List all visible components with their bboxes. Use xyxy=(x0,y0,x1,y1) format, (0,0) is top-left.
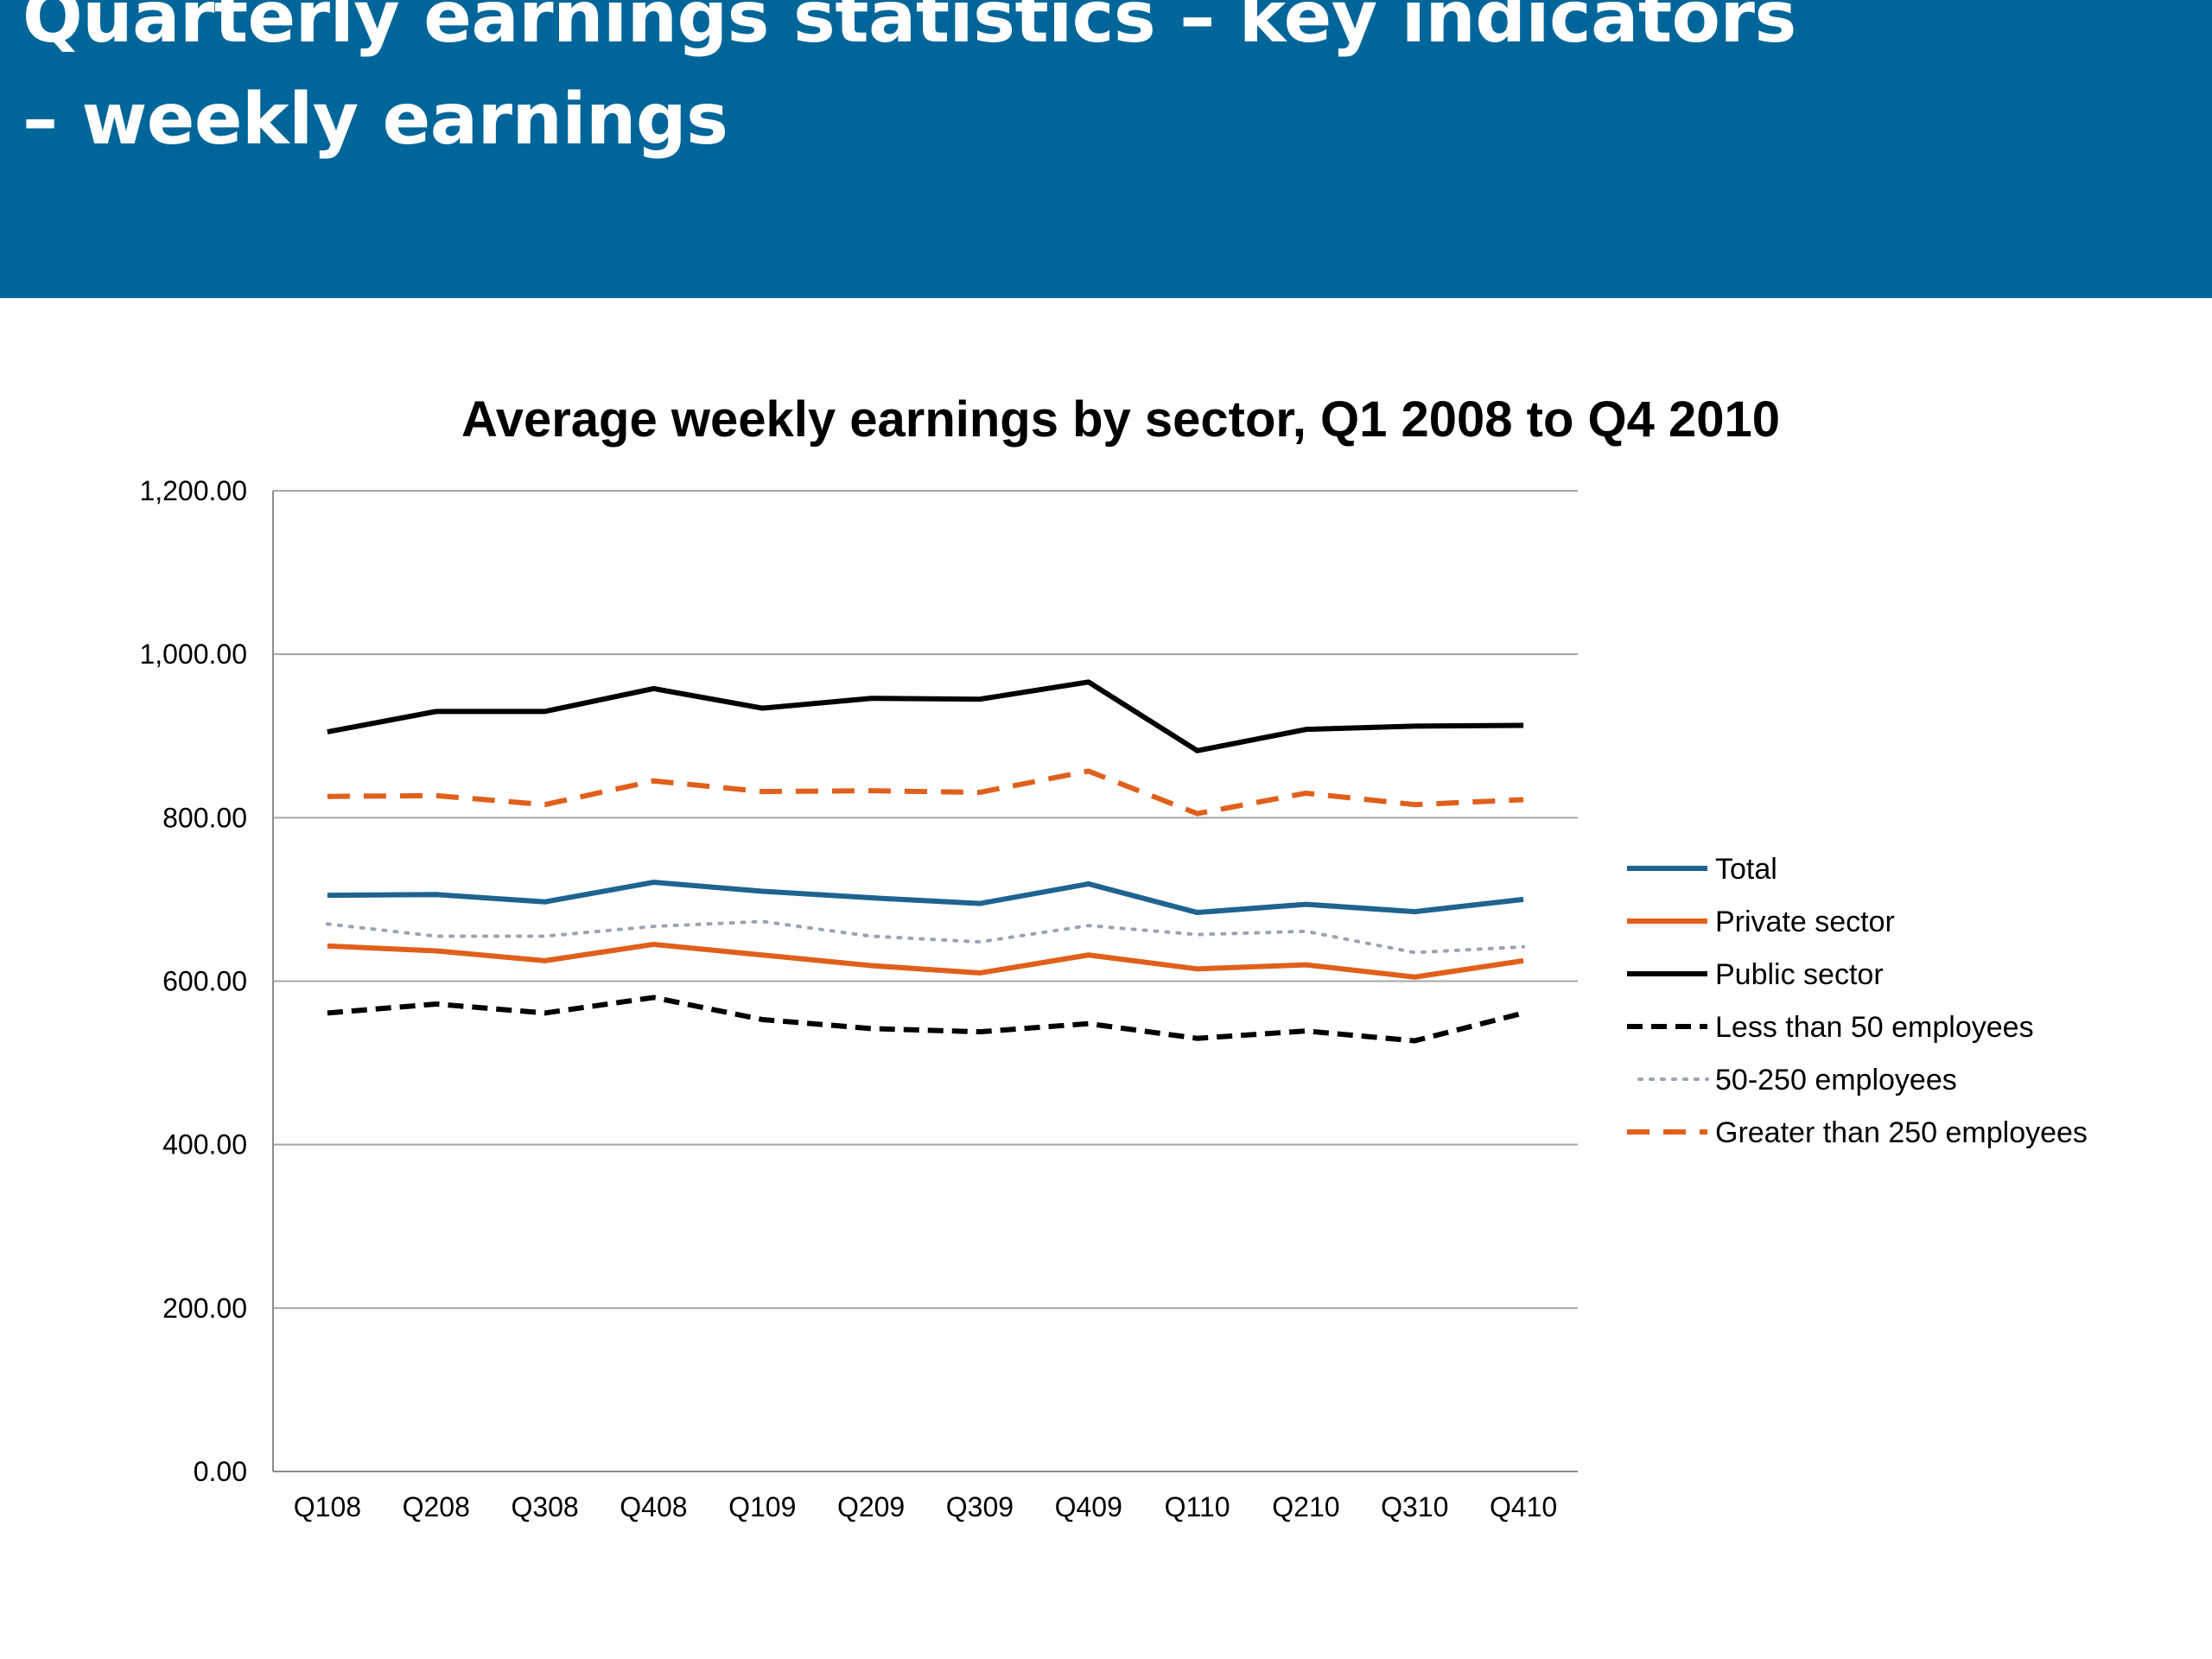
series-line: Public sector xyxy=(327,679,1524,753)
x-tick-label: Q310 xyxy=(1381,1491,1448,1522)
x-tick-label: Q210 xyxy=(1272,1491,1339,1522)
y-tick-label: 400.00 xyxy=(162,1129,247,1160)
legend-item: 50-250 employees xyxy=(1637,1064,1957,1096)
series-line: Less than 50 employees xyxy=(327,995,1524,1044)
slide-header: Quarterly earnings statistics – key indi… xyxy=(0,0,2212,298)
series-line: Total xyxy=(327,880,1524,916)
legend-item: Private sector xyxy=(1627,906,1895,938)
y-tick-label: 800.00 xyxy=(162,802,247,833)
series-line: Private sector xyxy=(327,941,1524,980)
gridlines xyxy=(273,490,1578,1472)
legend-label: Total xyxy=(1715,853,1777,886)
y-tick-label: 1,000.00 xyxy=(139,639,247,670)
chart-title: Average weekly earnings by sector, Q1 20… xyxy=(461,391,1780,448)
legend-item: Total xyxy=(1627,853,1777,886)
y-tick-label: 1,200.00 xyxy=(139,475,247,506)
legend-label: Less than 50 employees xyxy=(1715,1011,2034,1044)
line-chart: Average weekly earnings by sector, Q1 20… xyxy=(139,391,2088,1522)
x-tick-labels: Q108 Q208 Q308 Q408 Q109 Q209 Q309 Q409 Q110 Q210… xyxy=(294,1491,1557,1522)
legend-label: Greater than 250 employees xyxy=(1715,1116,2088,1149)
x-tick-label: Q208 xyxy=(403,1491,470,1522)
slide-title-line-1: Quarterly earnings statistics – key indi… xyxy=(22,0,1796,59)
x-tick-label: Q309 xyxy=(946,1491,1014,1522)
legend-item: Less than 50 employees xyxy=(1627,1011,2034,1044)
x-tick-label: Q409 xyxy=(1055,1491,1122,1522)
series-lines: Total Private sector Public sector Less tha… xyxy=(325,679,1526,1044)
x-tick-label: Q209 xyxy=(837,1491,905,1522)
x-tick-label: Q110 xyxy=(1165,1491,1230,1522)
y-tick-label: 0.00 xyxy=(194,1456,247,1487)
legend-label: Private sector xyxy=(1715,906,1895,938)
legend: Total Private sector Public sector Less tha… xyxy=(1627,853,2088,1149)
axes xyxy=(272,491,1578,1472)
legend-item: Public sector xyxy=(1627,958,1884,991)
x-tick-label: Q308 xyxy=(511,1491,578,1522)
x-tick-label: Q408 xyxy=(620,1491,687,1522)
y-tick-labels: 0.00 200.00 400.00 600.00 800.00 1,000.00 1,20… xyxy=(139,475,247,1487)
legend-label: 50-250 employees xyxy=(1715,1064,1957,1096)
x-tick-label: Q109 xyxy=(728,1491,796,1522)
legend-item: Greater than 250 employees xyxy=(1627,1116,2088,1149)
series-line: 50-250 employees xyxy=(325,919,1526,955)
legend-label: Public sector xyxy=(1715,958,1884,991)
x-tick-label: Q108 xyxy=(294,1491,361,1522)
series-line: Greater than 250 employees xyxy=(327,768,1524,817)
x-tick-label: Q410 xyxy=(1490,1491,1557,1522)
slide-title: Quarterly earnings statistics – key indi… xyxy=(22,0,1796,171)
slide-title-line-2: – weekly earnings xyxy=(22,79,728,161)
y-tick-label: 600.00 xyxy=(162,966,247,997)
y-tick-label: 200.00 xyxy=(162,1293,247,1324)
